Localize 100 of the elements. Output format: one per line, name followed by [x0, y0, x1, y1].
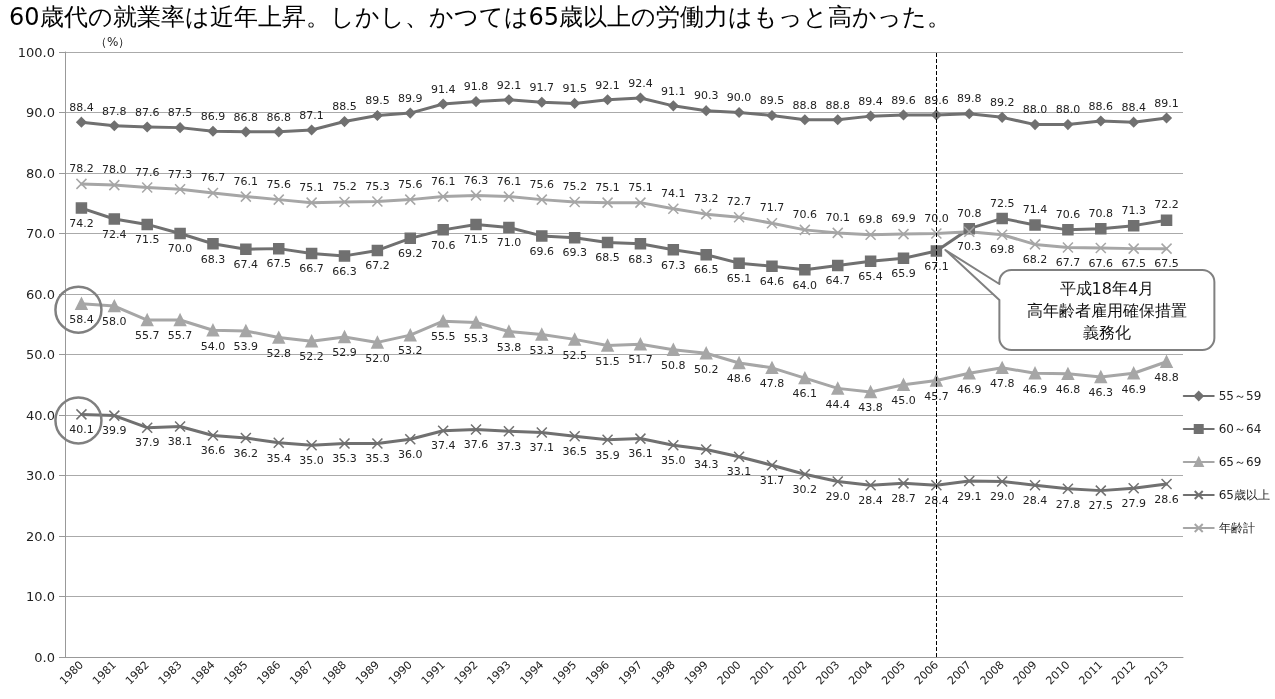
point	[765, 361, 779, 375]
point	[733, 257, 745, 269]
data-label: 55.5	[430, 330, 456, 344]
y-tick-label: 100.0	[17, 44, 55, 60]
data-label: 28.4	[858, 493, 883, 507]
point	[404, 232, 417, 245]
data-label: 92.1	[595, 78, 620, 92]
data-label: 72.7	[726, 195, 752, 209]
data-label: 70.8	[1088, 206, 1114, 220]
point	[108, 409, 121, 422]
data-label: 75.2	[332, 180, 357, 194]
data-label: 70.6	[430, 238, 456, 252]
data-label: 55.7	[134, 329, 160, 343]
data-label: 64.7	[825, 274, 850, 288]
data-label: 36.1	[628, 447, 653, 461]
point	[240, 243, 252, 255]
point	[1095, 484, 1107, 497]
data-label: 47.8	[759, 377, 785, 391]
point	[898, 109, 909, 121]
point	[831, 475, 844, 488]
data-label: 71.7	[759, 201, 785, 215]
point	[371, 244, 384, 257]
data-label: 89.2	[989, 96, 1015, 110]
y-tick-label: 30.0	[26, 468, 55, 483]
data-label: 28.4	[1022, 493, 1048, 507]
point	[930, 479, 943, 491]
y-tick-label: 50.0	[26, 347, 55, 362]
point	[634, 432, 647, 445]
point	[1160, 214, 1173, 226]
data-label: 88.5	[332, 100, 357, 114]
data-label: 52.8	[266, 346, 291, 360]
point	[240, 432, 252, 444]
data-label: 52.9	[332, 346, 357, 360]
point	[141, 218, 153, 231]
point	[437, 190, 449, 203]
data-label: 28.7	[891, 492, 916, 506]
data-label: 91.1	[661, 84, 686, 98]
data-label: 47.8	[989, 377, 1015, 391]
data-label: 58.0	[102, 315, 127, 329]
data-label: 71.5	[463, 233, 489, 247]
data-label: 36.0	[398, 447, 423, 461]
point	[108, 213, 121, 225]
data-label: 52.5	[562, 348, 587, 362]
point	[668, 100, 679, 112]
data-label: 67.5	[1121, 257, 1146, 271]
point	[667, 439, 680, 451]
data-label: 68.5	[595, 251, 620, 265]
point	[272, 437, 285, 449]
data-label: 46.9	[1121, 382, 1146, 396]
data-label: 91.7	[529, 80, 555, 94]
data-label: 54.0	[200, 339, 226, 353]
data-label: 76.1	[430, 174, 456, 188]
data-label: 66.7	[299, 262, 324, 276]
point	[207, 187, 219, 199]
point	[305, 196, 318, 209]
point	[272, 331, 285, 344]
point	[174, 227, 186, 240]
data-label: 46.9	[957, 382, 982, 396]
data-label: 58.4	[69, 312, 94, 326]
data-label: 77.6	[134, 165, 160, 179]
point	[964, 108, 975, 119]
point	[240, 126, 252, 138]
data-label: 48.6	[726, 372, 752, 386]
point	[766, 217, 778, 229]
point	[372, 110, 383, 121]
point	[207, 126, 219, 137]
data-label: 67.7	[1055, 256, 1081, 270]
point	[667, 343, 680, 356]
data-label: 53.8	[496, 340, 522, 354]
point	[437, 424, 449, 437]
data-label: 35.3	[365, 452, 390, 466]
data-label: 35.4	[266, 451, 291, 465]
point	[536, 426, 548, 439]
data-label: 75.2	[562, 180, 587, 194]
data-label: 37.4	[430, 439, 456, 453]
data-label: 89.5	[365, 94, 390, 108]
data-label: 67.6	[1088, 256, 1114, 270]
point	[963, 475, 976, 487]
data-label: 27.5	[1088, 499, 1114, 513]
data-label: 76.7	[200, 171, 226, 185]
legend-label: 65～69	[1218, 455, 1262, 469]
data-label: 71.4	[1022, 203, 1048, 217]
point	[1028, 367, 1042, 380]
point	[536, 230, 548, 242]
point	[273, 126, 284, 138]
point	[141, 121, 153, 133]
data-label: 72.2	[1154, 198, 1179, 212]
point	[766, 260, 778, 272]
point	[1061, 367, 1075, 381]
data-label: 52.2	[299, 350, 324, 364]
data-label: 69.6	[529, 244, 555, 258]
data-label: 36.5	[562, 444, 587, 458]
point	[699, 347, 713, 360]
point	[305, 247, 318, 260]
data-label: 91.5	[562, 82, 587, 96]
data-label: 67.4	[233, 257, 259, 271]
point	[306, 124, 317, 136]
data-label: 92.1	[496, 78, 522, 92]
data-label: 71.3	[1121, 203, 1146, 217]
point	[634, 337, 647, 351]
